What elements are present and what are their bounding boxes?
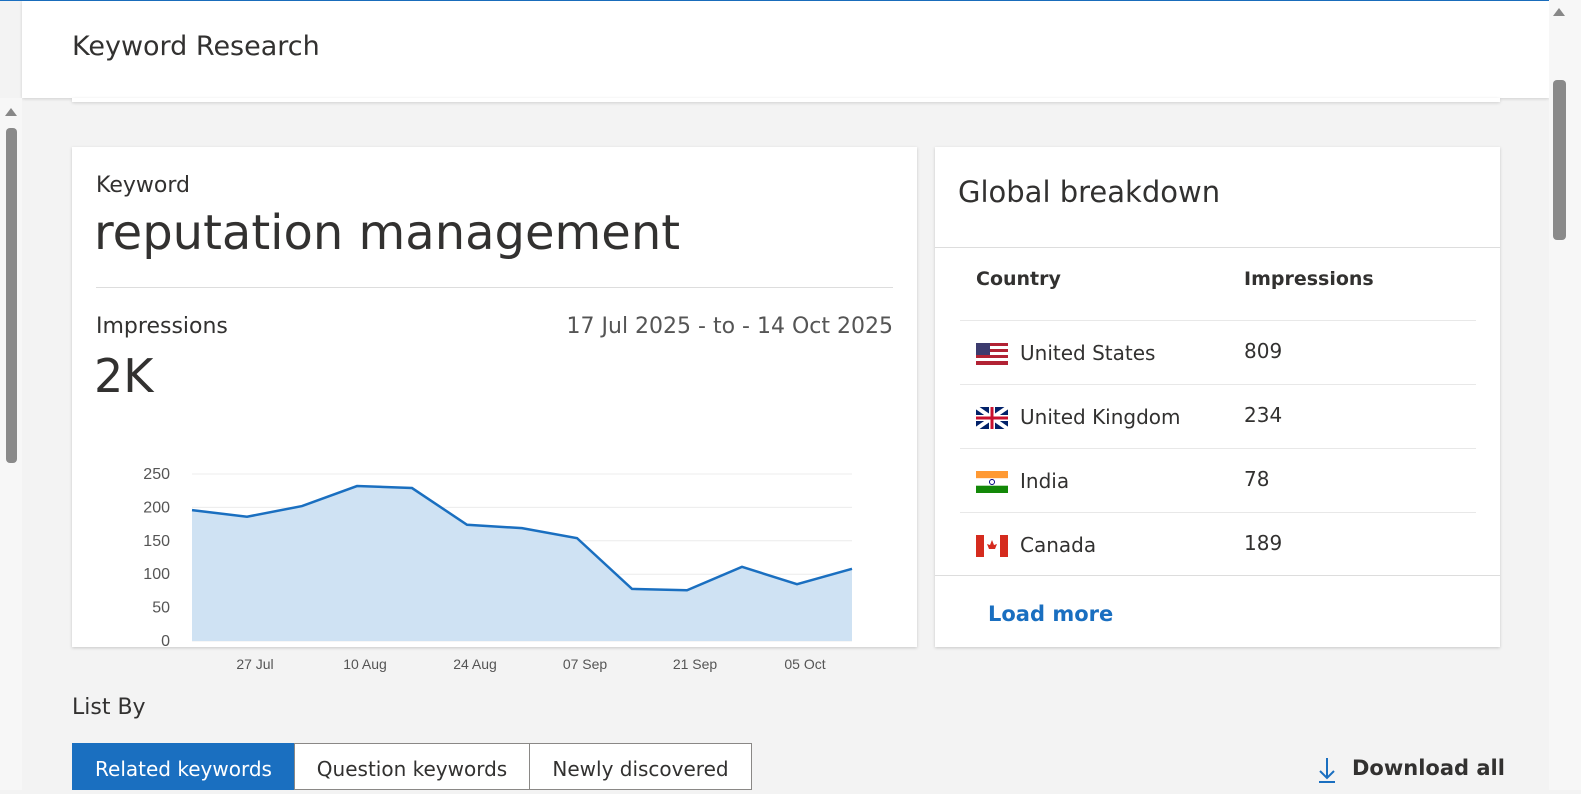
table-row: India 78 [960, 448, 1476, 513]
date-range: 17 Jul 2025 - to - 14 Oct 2025 [566, 314, 893, 339]
table-row: United Kingdom 234 [960, 384, 1476, 449]
impressions-chart: 0 50 100 150 200 250 27 Jul 10 Aug 24 Aug 07 Sep 2… [143, 466, 853, 672]
scroll-thumb[interactable] [1553, 80, 1566, 240]
load-more[interactable]: Load more [988, 602, 1114, 626]
divider [935, 247, 1500, 248]
flag [976, 471, 1008, 493]
impressions: 189 [1244, 531, 1283, 555]
column-header: Impressions [1244, 268, 1374, 290]
impressions: 809 [1244, 339, 1283, 363]
y-tick-label: 200 [143, 499, 170, 516]
prev-card-edge [72, 98, 1500, 102]
area [192, 486, 852, 641]
scroll-up[interactable] [5, 108, 17, 116]
tab[interactable]: Question keywords [294, 743, 530, 790]
flag [976, 343, 1008, 365]
divider [96, 287, 893, 288]
country: United States [1020, 341, 1156, 365]
download-all[interactable]: Download all [1352, 756, 1505, 780]
breakdown-title: Global breakdown [958, 175, 1221, 209]
tab[interactable]: Newly discovered [529, 743, 752, 790]
divider [935, 575, 1500, 576]
y-tick-label: 100 [143, 566, 170, 583]
country: India [1020, 469, 1070, 493]
impressions: 234 [1244, 403, 1283, 427]
x-tick-label: 27 Jul [236, 656, 273, 672]
scrollbar[interactable] [1549, 0, 1581, 790]
table-row: Canada 189 [960, 512, 1476, 577]
flag [976, 535, 1008, 557]
country: United Kingdom [1020, 405, 1181, 429]
line [191, 484, 853, 592]
impressions: 78 [1244, 467, 1270, 491]
header: Keyword Research [22, 1, 1549, 98]
keyword: reputation management [94, 205, 681, 261]
x-tick-label: 10 Aug [343, 656, 387, 672]
metric-value: 2K [94, 349, 154, 403]
x-tick-label: 07 Sep [563, 656, 608, 672]
x-tick-label: 05 Oct [784, 656, 825, 672]
x-tick-label: 24 Aug [453, 656, 497, 672]
keyword-label: Keyword [96, 173, 190, 198]
page-title: Keyword Research [72, 31, 320, 62]
y-tick-label: 250 [143, 466, 170, 483]
y-tick-label: 50 [152, 600, 170, 617]
table-row: United States 809 [960, 320, 1476, 385]
breakdown-card: Global breakdown Country Impressions Loa… [935, 147, 1500, 647]
country: Canada [1020, 533, 1097, 557]
list-by-label: List By [72, 695, 146, 720]
flag [976, 407, 1008, 429]
scroll-thumb[interactable] [6, 128, 17, 463]
scrollbar[interactable] [0, 98, 22, 790]
scroll-up[interactable] [1553, 8, 1565, 16]
y-tick-label: 0 [161, 633, 170, 650]
download-icon[interactable] [1316, 756, 1338, 784]
column-header: Country [976, 268, 1061, 290]
metric-label: Impressions [96, 314, 228, 339]
top-border [0, 0, 1581, 1]
y-tick-label: 150 [143, 533, 170, 550]
x-tick-label: 21 Sep [673, 656, 718, 672]
tab[interactable]: Related keywords [72, 743, 295, 790]
